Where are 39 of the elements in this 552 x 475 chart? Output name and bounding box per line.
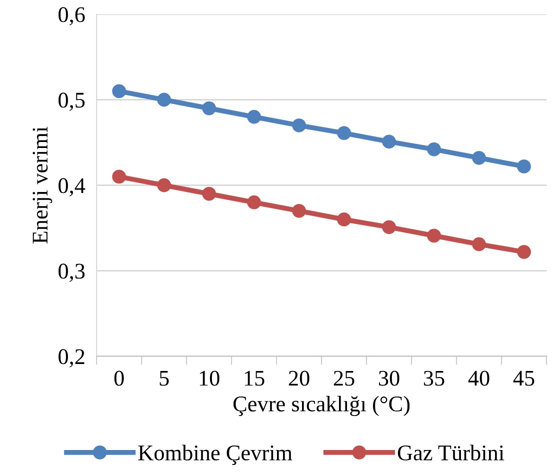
point (157, 92, 172, 107)
point (202, 101, 216, 116)
x-tick-label: 30 (378, 370, 400, 386)
legend-label: Kombine Çevrim (138, 444, 292, 465)
y-tick-label: 0,3 (58, 264, 85, 282)
point (112, 84, 126, 98)
x-tick-label: 35 (424, 370, 444, 386)
point (247, 195, 262, 210)
point (292, 118, 306, 132)
point (517, 159, 531, 174)
y-tick-label: 0,6 (58, 7, 85, 26)
y-tick-label: 0,5 (58, 92, 85, 111)
x-axis-title: Çevre sıcaklığı (°C) (233, 396, 410, 416)
y-tick-label: 0,2 (58, 349, 84, 368)
point (247, 110, 262, 124)
point (472, 150, 486, 165)
point (337, 126, 351, 140)
x-tick-label: 40 (468, 370, 490, 386)
x-tick-label: 10 (200, 370, 220, 386)
x-tick-label: 15 (244, 370, 264, 386)
y-tick-label: 0,4 (58, 178, 86, 196)
point (202, 186, 216, 201)
point (382, 134, 396, 149)
x-tick-label: 5 (160, 371, 169, 386)
point (427, 142, 441, 156)
x-tick-label: 45 (513, 370, 534, 386)
y-axis-title: Enerji verimi (32, 126, 52, 244)
x-tick-label: 20 (288, 370, 310, 386)
point (292, 204, 306, 218)
point (427, 228, 441, 243)
x-tick-label: 25 (334, 370, 354, 386)
legend-label: Gaz Türbini (398, 444, 504, 460)
point (157, 178, 172, 192)
x-tick-label: 0 (114, 370, 124, 386)
point (112, 170, 126, 184)
point (472, 237, 486, 252)
point (337, 212, 351, 226)
point (382, 220, 396, 234)
point (517, 244, 531, 259)
